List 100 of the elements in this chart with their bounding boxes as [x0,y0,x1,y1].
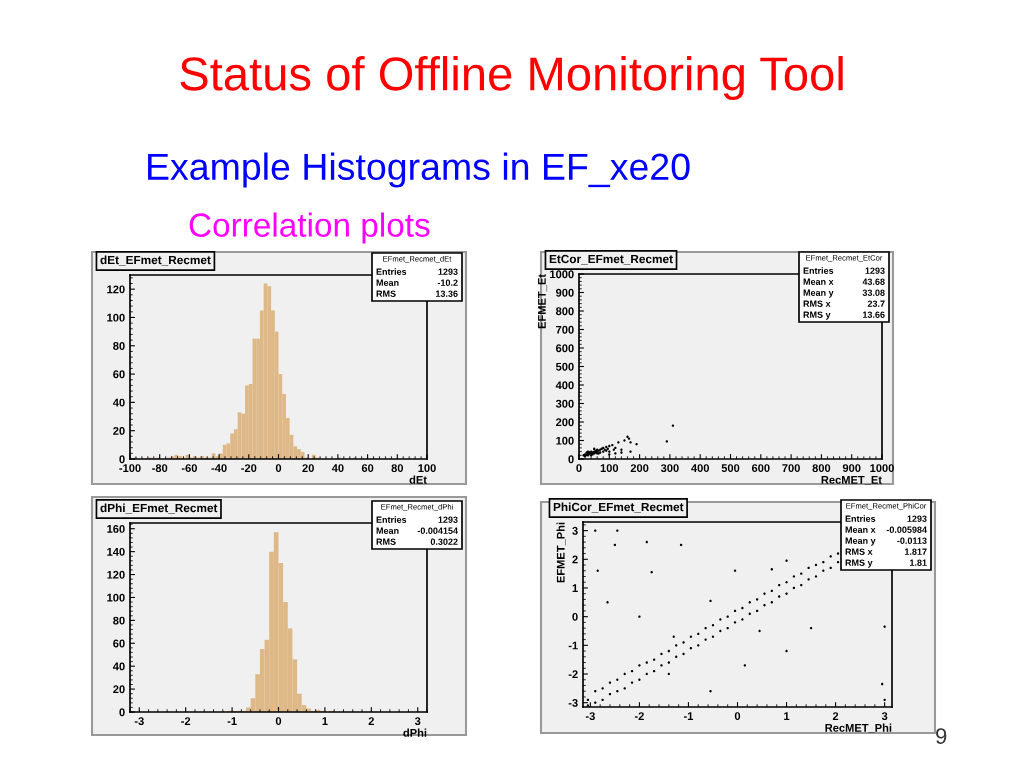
y-tick-label: 60 [113,370,125,379]
y-tick-label: 1000 [550,270,574,279]
x-axis-title: RecMET_Phi [825,723,892,734]
text: Status of Offline Monitoring Tool [180,55,843,101]
annotation: RMS y [803,311,831,320]
text: 13.36 [435,290,458,297]
annotation: Mean y [845,537,876,546]
text: Entries [803,267,834,274]
x-tick-label: 1000 [870,464,894,473]
y-tick-label: 3 [572,526,578,535]
annotation: RMS [376,538,396,545]
x-tick-label: 800 [812,464,831,473]
text: 9 [936,728,947,744]
text: Entries [376,268,407,275]
text: -0.0113 [897,537,927,544]
x-axis-title: dEt [409,475,427,484]
y-tick-label: 0 [119,455,125,464]
y-axis-title: EFMET_Et [538,274,548,329]
text: 1293 [438,268,458,275]
y-tick-label: 300 [555,399,574,408]
x-tick-label: 3 [414,717,421,726]
annotation: RMS y [845,559,873,568]
annotation: 13.66 [862,311,885,318]
y-tick-label: 20 [113,426,125,435]
y-tick-label: 500 [555,362,574,371]
text: -10.2 [437,279,458,286]
y-tick-label: 80 [113,342,125,350]
x-tick-label: 500 [721,464,740,473]
annotation: -0.005984 [886,526,927,533]
annotation: -0.004154 [417,527,458,534]
chart-title: EtCor_EFmet_Recmet [549,254,673,265]
x-tick-label: 300 [660,464,679,473]
x-tick-label: -1 [227,717,237,725]
x-tick-label: 2 [832,712,839,720]
y-tick-label: 20 [113,685,125,694]
annotation: Mean [376,527,399,534]
y-tick-label: 0 [568,455,574,464]
y-tick-label: 800 [555,307,574,316]
y-tick-label: 40 [112,662,125,671]
y-tick-label: 200 [555,418,574,427]
text: 1293 [907,515,927,522]
text: 0.3022 [430,538,458,545]
annotation: RMS x [845,548,873,555]
y-tick-label: 100 [556,436,574,445]
x-tick-label: 1 [784,712,790,720]
x-tick-label: 20 [302,464,314,473]
text: Entries [376,516,407,523]
text: 1293 [438,516,458,523]
x-tick-label: 3 [881,712,888,721]
x-tick-label: -20 [241,464,257,473]
y-tick-label: 120 [107,285,125,294]
chart-title: PhiCor_EFmet_Recmet [553,502,684,513]
x-axis-title: RecMET_Et [821,476,882,486]
x-tick-label: 200 [630,464,649,473]
x-tick-label: 80 [391,464,404,473]
x-tick-label: 0 [275,464,282,473]
annotation: 33.08 [862,289,885,296]
x-tick-label: -60 [181,464,197,473]
y-tick-label: -1 [568,641,578,650]
x-tick-label: -100 [119,464,141,473]
annotation: RMS [376,290,396,297]
y-tick-label: 0 [572,612,578,621]
x-tick-label: -3 [134,717,144,726]
annotation: 23.7 [867,300,885,307]
text: 1.81 [910,559,927,566]
annotation: 43.68 [862,278,885,285]
text: Example Histograms in EF_xe20 [148,152,690,188]
y-tick-label: 700 [556,325,574,334]
y-tick-label: 40 [112,398,125,407]
text: Correlation plots [189,212,430,244]
y-tick-label: -2 [568,670,578,679]
x-tick-label: 40 [331,464,344,473]
x-tick-label: 700 [782,464,800,473]
x-tick-label: 400 [691,464,710,473]
x-axis-title: dPhi [403,728,427,737]
x-tick-label: -1 [683,712,694,720]
x-tick-label: 1 [322,717,328,725]
chart-title: dPhi_EFmet_Recmet [100,503,218,514]
text: Entries [845,515,876,522]
x-tick-label: -2 [181,717,191,725]
chart-title: dEt_EFmet_Recmet [100,255,211,266]
y-tick-label: 120 [107,570,125,579]
x-tick-label: 900 [842,464,861,473]
x-tick-label: 100 [418,464,436,473]
x-tick-label: -40 [211,464,227,473]
x-tick-label: 60 [361,464,374,473]
y-axis-title: EFMET_Phi [556,522,566,583]
y-tick-label: 140 [107,547,125,556]
x-tick-label: -3 [585,712,595,721]
x-tick-label: -2 [634,712,644,720]
annotation: Mean [376,279,399,286]
y-tick-label: 100 [107,593,125,602]
y-tick-label: -3 [568,698,578,707]
y-tick-label: 1 [572,584,578,592]
y-tick-label: 900 [555,288,574,297]
x-tick-label: 100 [600,464,619,473]
y-tick-label: 2 [572,555,578,564]
x-tick-label: 0 [275,717,282,726]
y-tick-label: 80 [113,616,125,625]
y-tick-label: 60 [113,639,125,648]
